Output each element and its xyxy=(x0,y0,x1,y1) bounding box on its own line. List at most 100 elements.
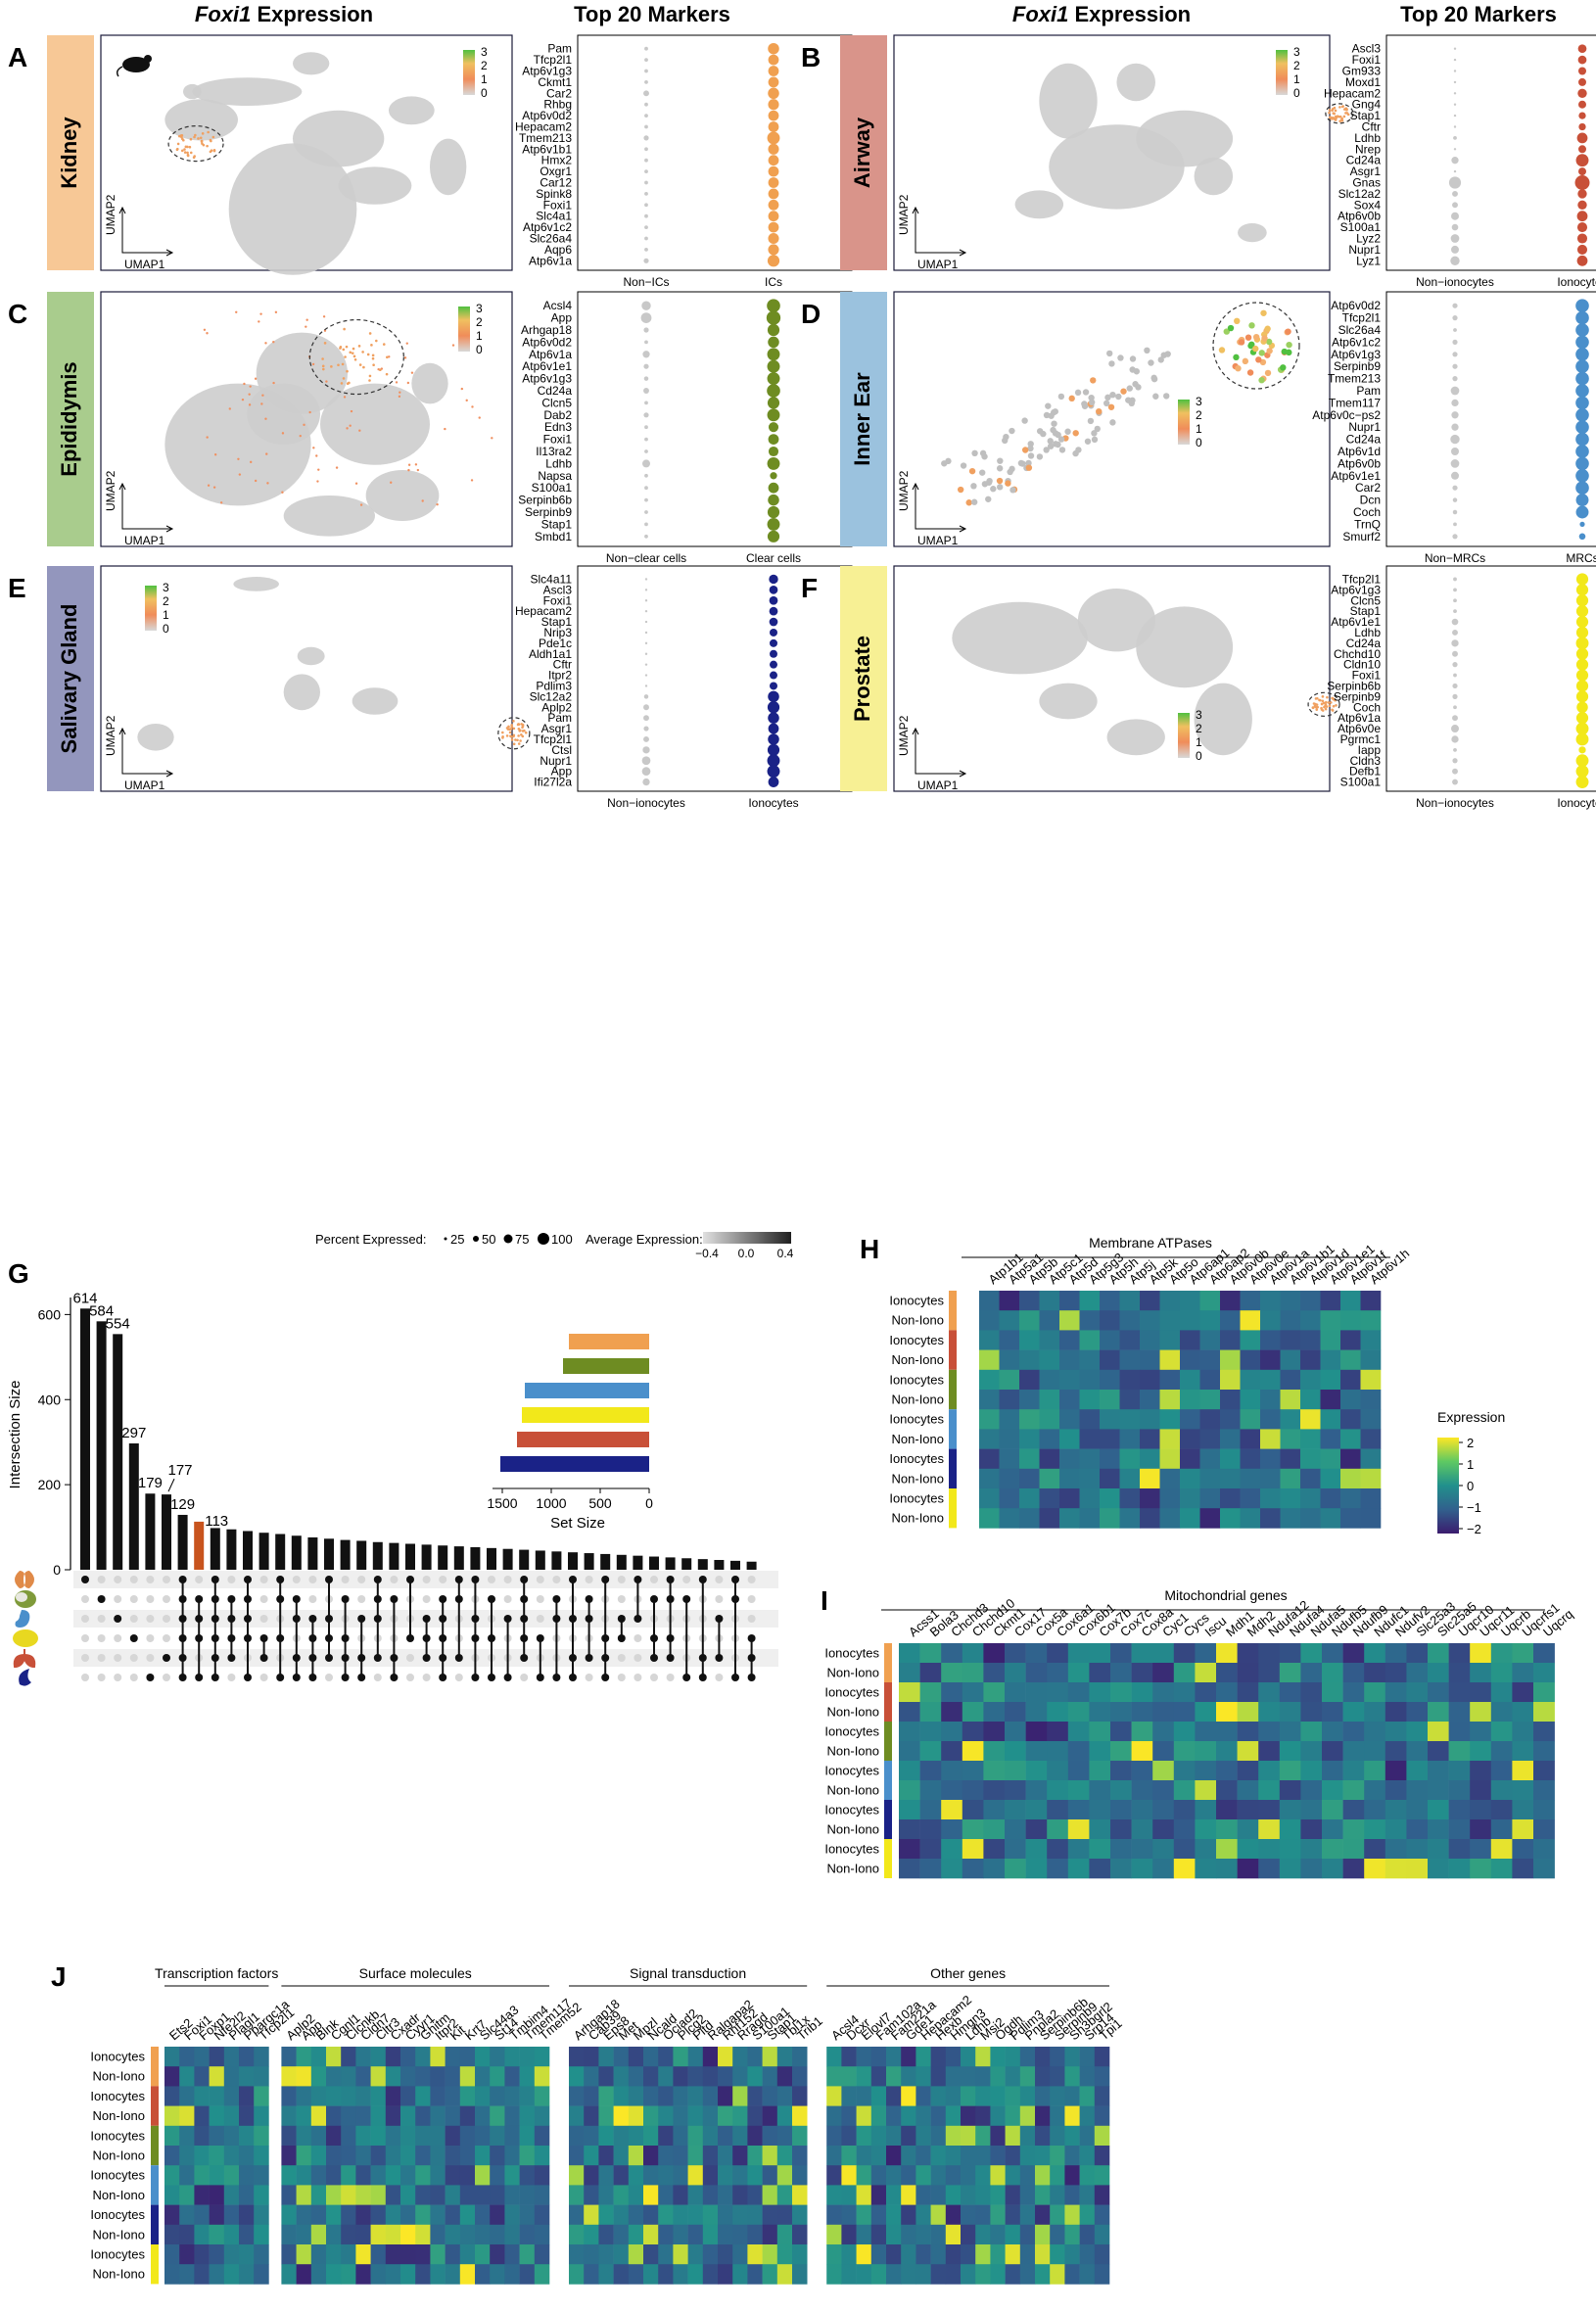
heatmap-cell xyxy=(841,2125,857,2147)
heatmap-cell xyxy=(1490,1859,1513,1879)
dot-marker xyxy=(1575,456,1589,471)
heatmap-cell xyxy=(1173,1800,1196,1820)
heatmap-cell xyxy=(1320,1291,1341,1311)
heatmap-cell xyxy=(628,2185,644,2205)
umap-cell xyxy=(1025,459,1032,467)
dot-marker xyxy=(769,574,778,585)
heatmap-cell xyxy=(1035,2185,1051,2205)
heatmap-cell xyxy=(1035,2146,1051,2166)
heatmap-cell xyxy=(899,1800,920,1820)
ytick-label: 200 xyxy=(38,1477,62,1492)
heatmap-cell xyxy=(370,2244,387,2265)
heatmap-cell xyxy=(915,2105,931,2127)
heatmap-cell xyxy=(1079,2066,1096,2087)
row-label: Ionocytes xyxy=(90,2207,145,2222)
heatmap-cell xyxy=(1322,1741,1343,1762)
umap-cell xyxy=(996,484,1004,491)
legend-tick-label: 0 xyxy=(1467,1479,1474,1493)
heatmap-cell xyxy=(1322,1663,1343,1683)
heatmap-cell xyxy=(326,2224,342,2245)
heatmap-cell xyxy=(1406,1682,1429,1703)
heatmap-cell xyxy=(979,1409,1000,1430)
heatmap-cell xyxy=(1240,1448,1261,1470)
heatmap-cell xyxy=(990,2066,1006,2087)
row-label: Ionocytes xyxy=(824,1723,879,1738)
heatmap-cell xyxy=(1100,1468,1120,1489)
heatmap-cell xyxy=(643,2105,659,2127)
heatmap-cell xyxy=(519,2066,536,2087)
matrix-dot xyxy=(747,1615,756,1623)
heatmap-cell xyxy=(1322,1643,1343,1664)
heatmap-cell xyxy=(584,2264,599,2285)
heatmap-cell xyxy=(1533,1800,1555,1820)
heatmap-cell xyxy=(598,2264,614,2285)
umap-cell-expr xyxy=(272,381,275,385)
row-label: Non-Iono xyxy=(827,1782,879,1797)
heatmap-cell xyxy=(1131,1643,1153,1664)
matrix-dot xyxy=(406,1674,414,1681)
heatmap-cell xyxy=(999,1310,1020,1331)
heatmap-cell xyxy=(1005,1819,1026,1840)
heatmap-cell xyxy=(1094,2105,1110,2127)
heatmap-cell xyxy=(1320,1330,1341,1350)
heatmap-cell xyxy=(459,2244,476,2265)
umap-cell-expr xyxy=(471,405,474,408)
heatmap-cell xyxy=(1237,1722,1259,1742)
heatmap-cell xyxy=(999,1508,1020,1529)
heatmap-cell xyxy=(941,1682,963,1703)
umap-cluster xyxy=(297,646,325,666)
heatmap-cell xyxy=(1180,1330,1200,1350)
marker-label: Pde1c xyxy=(539,637,572,650)
matrix-dot xyxy=(503,1595,512,1603)
heatmap-cell xyxy=(459,2185,476,2205)
marker-label: Slc26a4 xyxy=(530,232,573,246)
heatmap-cell xyxy=(223,2146,240,2166)
panel-c: CEpididymis3210UMAP1UMAP2Acsl4AppArhgap1… xyxy=(8,291,853,565)
heatmap-cell xyxy=(1047,1839,1069,1860)
row-label: Ionocytes xyxy=(889,1333,944,1347)
heatmap-cell xyxy=(961,2264,976,2285)
dot-marker xyxy=(767,517,780,531)
heatmap-cell xyxy=(1340,1409,1361,1430)
heatmap-cell xyxy=(1260,1409,1281,1430)
umap-cell-expr xyxy=(1321,699,1325,703)
umap-cell-expr xyxy=(264,342,267,345)
intersection-bar xyxy=(405,1543,415,1570)
marker-label: Coch xyxy=(1353,700,1381,714)
heatmap-cell xyxy=(979,1330,1000,1350)
heatmap-cell xyxy=(341,2105,356,2127)
heatmap-cell xyxy=(254,2066,269,2087)
row-color-bar xyxy=(884,1643,892,1682)
marker-label: Ckmt1 xyxy=(538,75,572,89)
heatmap-cell xyxy=(870,2146,887,2166)
heatmap-cell xyxy=(919,1663,942,1683)
marker-label: Ldhb xyxy=(545,456,572,470)
heatmap-cell xyxy=(370,2165,387,2186)
dot-marker xyxy=(768,336,779,349)
umap-cell-expr xyxy=(519,729,522,732)
heatmap-cell xyxy=(569,2086,585,2106)
heatmap-cell xyxy=(899,1839,920,1860)
heatmap-cell xyxy=(613,2086,630,2106)
marker-label: Pam xyxy=(547,711,572,725)
heatmap-cell xyxy=(687,2125,704,2147)
umap-cell-expr xyxy=(1314,705,1318,709)
heatmap-cell xyxy=(792,2146,808,2166)
heatmap-cell xyxy=(415,2146,431,2166)
heatmap-cell xyxy=(792,2066,808,2087)
umap-cell-expr xyxy=(1324,707,1328,711)
heatmap-cell xyxy=(1005,1839,1026,1860)
heatmap-cell xyxy=(658,2165,674,2186)
heatmap-cell xyxy=(310,2264,327,2285)
heatmap-cell xyxy=(1173,1741,1196,1762)
heatmap-cell xyxy=(1448,1839,1471,1860)
heatmap-cell xyxy=(1059,1448,1080,1470)
umap-cell-expr xyxy=(1346,113,1350,117)
heatmap-cell xyxy=(673,2165,688,2186)
umap-cell xyxy=(1009,427,1015,435)
umap-cell-expr xyxy=(193,135,196,139)
umap-cell-expr xyxy=(510,738,514,741)
heatmap-cell xyxy=(1019,1409,1040,1430)
heatmap-cell xyxy=(1195,1682,1217,1703)
umap-cell-expr xyxy=(1234,317,1241,325)
